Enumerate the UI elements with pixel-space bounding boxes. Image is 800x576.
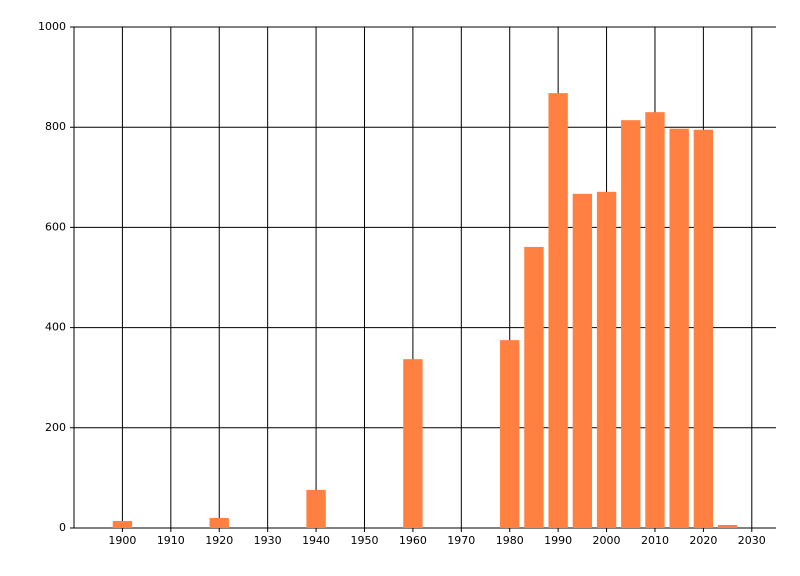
bar	[669, 128, 689, 528]
x-tick-label: 1950	[350, 534, 378, 547]
bar	[621, 120, 641, 528]
x-tick-label: 1980	[496, 534, 524, 547]
x-tick-label: 1920	[205, 534, 233, 547]
y-tick-label: 400	[45, 321, 66, 334]
bar	[403, 359, 423, 528]
x-tick-label: 2020	[689, 534, 717, 547]
bar	[209, 517, 229, 528]
bar	[693, 129, 714, 528]
y-tick-label: 600	[45, 220, 66, 233]
x-tick-label: 2030	[738, 534, 766, 547]
y-tick-label: 800	[45, 120, 66, 133]
bar	[548, 93, 568, 528]
y-tick-label: 200	[45, 421, 66, 434]
bar	[112, 520, 133, 528]
bar	[500, 340, 520, 528]
x-tick-label: 1910	[157, 534, 185, 547]
x-tick-label: 1940	[302, 534, 330, 547]
bar	[717, 524, 738, 528]
bar	[645, 112, 665, 529]
y-tick-label: 0	[59, 521, 66, 534]
x-tick-label: 2010	[641, 534, 669, 547]
bar	[572, 193, 593, 528]
bar	[306, 489, 326, 528]
x-tick-label: 1990	[544, 534, 572, 547]
x-tick-label: 1960	[399, 534, 427, 547]
bar	[596, 191, 617, 529]
x-tick-label: 1900	[108, 534, 136, 547]
x-tick-label: 1930	[254, 534, 282, 547]
x-tick-label: 1970	[447, 534, 475, 547]
bar	[524, 246, 544, 528]
y-tick-label: 1000	[38, 20, 66, 33]
x-tick-label: 2000	[593, 534, 621, 547]
